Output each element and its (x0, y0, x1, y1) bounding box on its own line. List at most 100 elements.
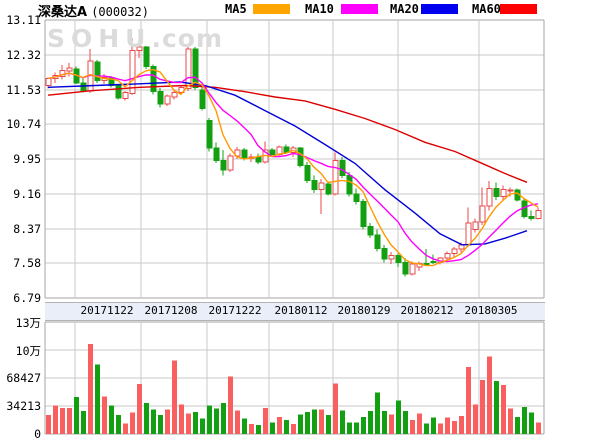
volume-bar (333, 383, 338, 434)
candle (164, 95, 171, 105)
volume-axis-label: 68427 (6, 371, 41, 385)
candle (493, 187, 500, 197)
candle (66, 67, 73, 72)
candle (472, 221, 479, 230)
volume-bar (480, 379, 485, 434)
volume-bar (46, 415, 51, 434)
candle (269, 149, 276, 156)
volume-bar (60, 407, 65, 434)
date-label: 20180305 (464, 304, 518, 317)
volume-bar (123, 423, 128, 434)
volume-bar (445, 417, 450, 434)
volume-bar (389, 414, 394, 434)
volume-bar (144, 402, 149, 434)
volume-bar (270, 422, 275, 434)
volume-bar (473, 404, 478, 434)
ma20-line (47, 81, 528, 246)
volume-axis-label: 10万 (15, 344, 41, 358)
candle (374, 234, 381, 249)
volume-bar (487, 356, 492, 434)
candle (304, 165, 311, 182)
volume-axis-label: 34213 (6, 399, 41, 413)
candle (80, 82, 87, 92)
volume-bar (501, 384, 506, 434)
volume-bar (452, 420, 457, 434)
candle (143, 46, 150, 68)
candle (395, 254, 402, 263)
ma10-line (47, 72, 539, 263)
candle (388, 254, 395, 260)
volume-bar (319, 409, 324, 434)
volume-bar (256, 424, 261, 434)
stock-name: 深桑达A (38, 5, 88, 20)
volume-bar (109, 405, 114, 434)
volume-bar (466, 366, 471, 434)
date-label: 20180212 (400, 304, 454, 317)
candle (479, 205, 486, 223)
volume-bar (221, 402, 226, 434)
candle (206, 120, 213, 149)
price-axis-label: 10.74 (6, 117, 41, 132)
legend-label-ma5: MA5 (225, 2, 247, 16)
volume-bar (172, 360, 177, 434)
sohu-watermark: SOHU.com (47, 24, 223, 53)
candle (311, 180, 318, 190)
ma-legend: MA5 MA10 MA20 MA60 (0, 0, 600, 18)
candle (507, 189, 514, 192)
date-label: 20171222 (208, 304, 262, 317)
volume-bar (235, 410, 240, 434)
candle (171, 92, 178, 98)
volume-bar (305, 411, 310, 434)
legend-swatch-ma5 (253, 4, 290, 14)
candle (234, 149, 241, 157)
candle (451, 248, 458, 255)
candle (325, 183, 332, 195)
stock-title: 深桑达A (000032) (38, 1, 149, 20)
price-axis-label: 13.11 (6, 13, 41, 27)
candle (444, 253, 451, 259)
volume-bar (277, 416, 282, 434)
volume-bar (137, 384, 142, 434)
volume-bar (95, 364, 100, 434)
sohu-watermark-main: SOHU (47, 24, 152, 53)
candle (297, 147, 304, 167)
candle (465, 222, 472, 246)
candle (318, 182, 325, 190)
candle (150, 66, 157, 93)
date-label: 20180112 (274, 304, 328, 317)
legend-label-ma10: MA10 (305, 2, 334, 16)
volume-axis-label: 0 (34, 427, 41, 440)
volume-bar (326, 415, 331, 434)
volume-bar (354, 422, 359, 434)
volume-bar (165, 409, 170, 434)
candle (486, 187, 493, 207)
volume-bar (368, 411, 373, 434)
volume-bar (200, 418, 205, 434)
volume-bar (417, 413, 422, 434)
volume-bar (424, 423, 429, 434)
candle (129, 49, 136, 94)
price-axis-label: 6.79 (13, 291, 41, 305)
volume-bar (508, 408, 513, 434)
volume-bar (340, 410, 345, 434)
volume-bar (431, 417, 436, 434)
candle (241, 149, 248, 160)
volume-axis-label: 13万 (15, 316, 41, 330)
volume-bar (179, 404, 184, 434)
candle (535, 209, 542, 219)
candle (122, 92, 129, 100)
candle (402, 261, 409, 275)
volume-bar (67, 407, 72, 434)
legend-swatch-ma60 (500, 4, 537, 14)
volume-bar (74, 397, 79, 434)
candle (115, 85, 122, 99)
candle (528, 216, 535, 219)
ma60-line (47, 84, 528, 183)
volume-bar (228, 376, 233, 434)
price-axis-label: 7.58 (13, 256, 41, 271)
volume-bar (536, 422, 541, 434)
candle (45, 78, 52, 87)
candle (500, 188, 507, 197)
